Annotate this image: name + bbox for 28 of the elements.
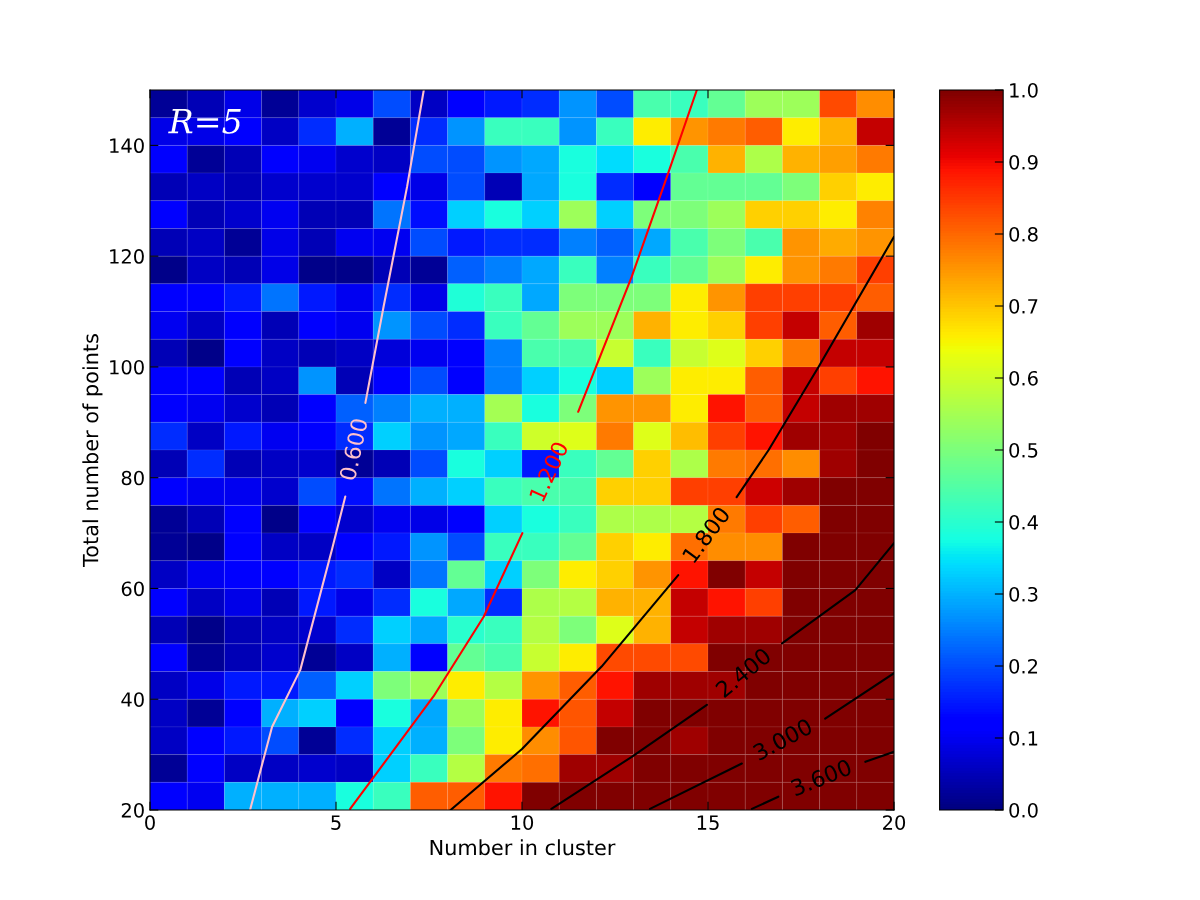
y-tick-label: 60 <box>121 581 144 597</box>
color-bar-label: 0.2 <box>1009 658 1038 674</box>
y-tick-label: 40 <box>121 692 144 707</box>
color-bar-label: 0.7 <box>1009 298 1038 314</box>
text: 3.600 <box>790 758 853 797</box>
color-bar-label: 0.6 <box>1009 370 1038 386</box>
color-bar-label: 0.4 <box>1009 514 1038 530</box>
color-bar-label: 0.9 <box>1009 154 1038 170</box>
y-tick-label: 80 <box>121 470 144 486</box>
y-tick-label: 100 <box>110 359 144 375</box>
x-tick-label: 5 <box>331 815 341 830</box>
y-tick-label: 20 <box>121 802 144 818</box>
x-tick-label: 20 <box>883 815 906 830</box>
x-tick-label: 15 <box>697 815 719 830</box>
y-tick-label: 140 <box>110 138 144 154</box>
text: 0.600 <box>338 417 369 481</box>
x-axis-title: Number in cluster <box>430 839 616 856</box>
color-bar-label: 0.1 <box>1009 730 1038 746</box>
color-bar-label: 0.0 <box>1009 802 1038 818</box>
color-bar-label: 1.0 <box>1010 82 1038 98</box>
color-bar-label: 0.8 <box>1009 226 1038 242</box>
annotation: R=5 <box>168 109 241 134</box>
color-bar-label: 0.5 <box>1009 442 1038 458</box>
color-bar-label: 0.3 <box>1009 586 1038 602</box>
x-tick-label: 10 <box>511 815 534 830</box>
y-tick-label: 120 <box>110 249 144 264</box>
x-tick-label: 0 <box>145 815 155 830</box>
y-axis-title: Total number of points <box>82 334 103 568</box>
